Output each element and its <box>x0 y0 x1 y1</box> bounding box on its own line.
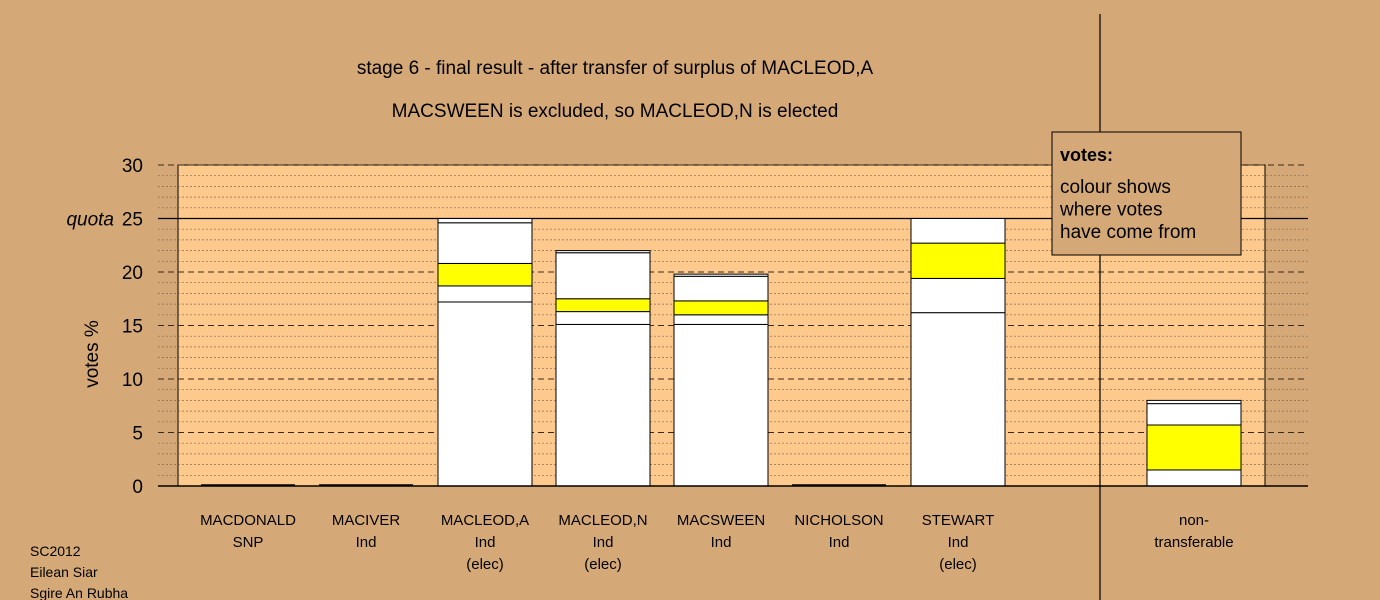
footer-note: SC2012 <box>30 543 81 559</box>
bar-segment <box>1146 399 1242 405</box>
bar-segment <box>910 242 1006 279</box>
legend-line: colour shows <box>1060 177 1171 198</box>
bar-segment <box>910 277 1006 314</box>
category-label: Ind <box>711 534 732 551</box>
bar-segment <box>437 285 533 303</box>
bar-segment <box>673 273 769 277</box>
legend-box <box>1051 131 1242 256</box>
bar-segment <box>673 275 769 302</box>
category-label: NICHOLSON <box>794 512 883 529</box>
chart-subtitle: MACSWEEN is excluded, so MACLEOD,N is el… <box>392 101 839 122</box>
legend-line: where votes <box>1059 200 1162 221</box>
y-tick-label: 15 <box>122 317 143 338</box>
legend-title: votes: <box>1060 145 1113 165</box>
category-label: Ind <box>829 534 850 551</box>
category-label: Ind <box>948 534 969 551</box>
legend-line: have come from <box>1060 222 1196 243</box>
category-label: Ind <box>593 534 614 551</box>
bar-segment <box>555 298 651 313</box>
y-axis-label: votes % <box>82 320 103 388</box>
y-tick-label: 25 <box>122 210 143 231</box>
y-tick-label: 5 <box>132 424 143 445</box>
bar-segment <box>555 252 651 300</box>
bar-segment <box>555 323 651 487</box>
category-label: transferable <box>1154 534 1233 551</box>
y-tick-label: 10 <box>122 370 143 391</box>
category-label: (elec) <box>466 556 504 573</box>
y-tick-label: 20 <box>122 263 143 284</box>
bar-segment <box>673 323 769 487</box>
category-label: non- <box>1179 512 1209 529</box>
category-label: (elec) <box>584 556 622 573</box>
bar-segment <box>1146 469 1242 487</box>
bar-segment <box>555 311 651 325</box>
bar-segment <box>437 301 533 487</box>
category-label: MACDONALD <box>200 512 296 529</box>
bar-segment <box>910 218 1006 244</box>
bar-segment <box>673 300 769 316</box>
category-label: MACIVER <box>332 512 401 529</box>
chart-title: stage 6 - final result - after transfer … <box>357 58 874 79</box>
bar-segment <box>910 312 1006 487</box>
bar-segment <box>1146 403 1242 426</box>
bar-segment <box>673 314 769 325</box>
category-label: STEWART <box>922 512 995 529</box>
bar-segment <box>437 222 533 264</box>
footer-note: Eilean Siar <box>30 564 98 580</box>
category-label: (elec) <box>939 556 977 573</box>
bar-segment <box>555 250 651 254</box>
bar-segment <box>437 262 533 287</box>
y-tick-label: 0 <box>132 477 143 498</box>
category-label: MACLEOD,A <box>441 512 529 529</box>
category-label: Ind <box>356 534 377 551</box>
category-label: MACSWEEN <box>677 512 765 529</box>
bar-segment <box>437 218 533 224</box>
footer-note: Sgire An Rubha <box>30 585 128 600</box>
y-tick-label: 30 <box>122 156 143 177</box>
bar-segment <box>1146 424 1242 471</box>
category-label: Ind <box>475 534 496 551</box>
category-label: SNP <box>233 534 264 551</box>
category-label: MACLEOD,N <box>558 512 647 529</box>
quota-label: quota <box>66 210 114 231</box>
